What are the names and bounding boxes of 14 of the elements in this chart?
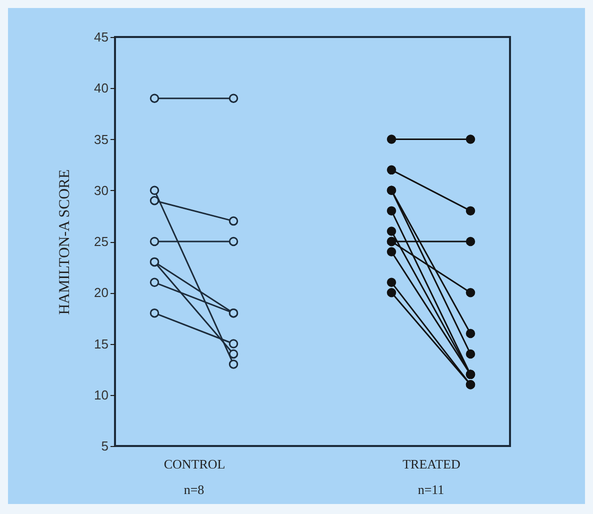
y-tick-label: 45 — [94, 30, 108, 44]
y-tick-label: 20 — [94, 285, 108, 300]
y-tick-label: 30 — [94, 182, 108, 198]
y-tick-label: 35 — [94, 132, 108, 147]
y-tick-label: 25 — [94, 234, 108, 249]
x-tick-label: TREATED — [402, 456, 460, 472]
x-tick-label: CONTROL — [164, 456, 226, 472]
y-tick-label: 40 — [94, 80, 108, 96]
y-tick-label: 5 — [101, 438, 108, 454]
y-tick-label: 15 — [94, 336, 108, 352]
text: n=11 — [418, 482, 444, 497]
y-tick-label: 10 — [94, 387, 108, 402]
y-axis-title: HAMILTON-A SCORE — [57, 169, 74, 315]
text: n=8 — [184, 482, 204, 497]
